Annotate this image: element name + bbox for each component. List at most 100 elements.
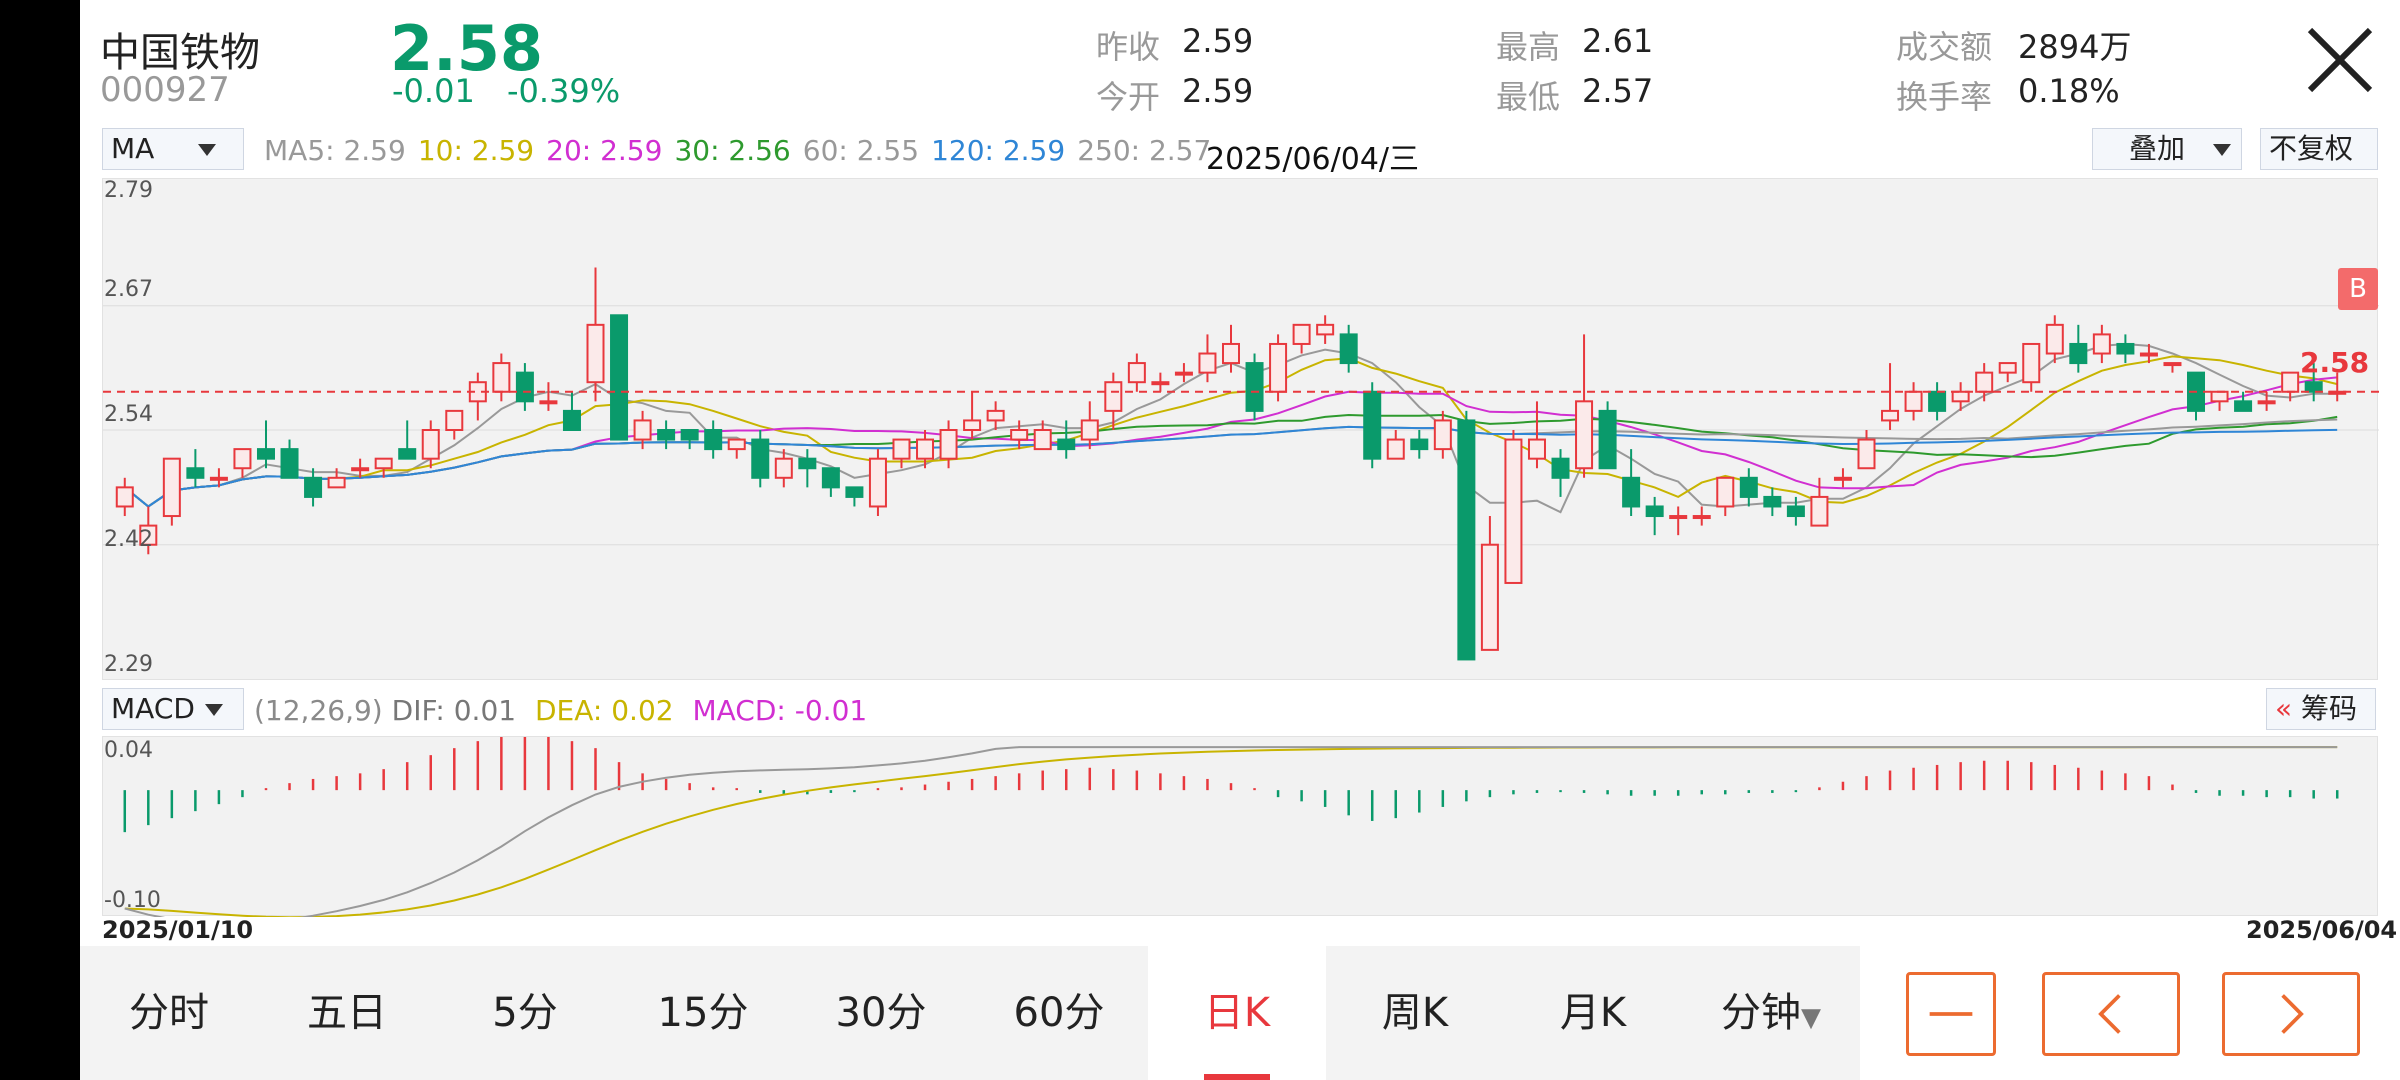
- candle-body: [1763, 495, 1782, 508]
- candle-body: [2304, 381, 2323, 393]
- candle-body: [1198, 352, 1217, 374]
- candle-body: [2069, 342, 2088, 365]
- candle-body: [2328, 390, 2347, 395]
- candle-body: [539, 400, 558, 405]
- price-axis-label: 2.29: [104, 652, 153, 677]
- ma-line-10: [124, 355, 2338, 508]
- candle-body: [1127, 362, 1146, 384]
- kline-chart[interactable]: [102, 178, 2379, 680]
- candle-body: [2092, 333, 2111, 355]
- price-change-pct: -0.39%: [506, 72, 621, 110]
- low-value: 2.57: [1582, 72, 1654, 110]
- candle-body: [139, 524, 158, 546]
- macd-dea: DEA: 0.02: [534, 694, 674, 727]
- price-axis-label: 2.79: [104, 178, 153, 203]
- candle-body: [1080, 419, 1099, 441]
- candle-body: [986, 409, 1005, 422]
- prev-button[interactable]: [2042, 972, 2180, 1056]
- candle-body: [1527, 438, 1546, 460]
- candle-body: [1575, 400, 1594, 470]
- buy-marker[interactable]: B: [2338, 268, 2378, 310]
- tab-weekly-k[interactable]: 周K: [1381, 990, 1449, 1036]
- cursor-date: 2025/06/04/三: [1206, 142, 1420, 177]
- candle-body: [1269, 342, 1288, 393]
- candle-body: [868, 457, 887, 508]
- tab-minute[interactable]: 分钟▼: [1682, 946, 1860, 1080]
- low-label: 最低: [1496, 78, 1561, 116]
- candle-body: [586, 323, 605, 384]
- candle-body: [1410, 438, 1429, 451]
- high-label: 最高: [1496, 28, 1561, 66]
- stock-name: 中国铁物: [100, 30, 260, 76]
- tab-monthly-k[interactable]: 月K: [1559, 990, 1627, 1036]
- macd-selector-label: MACD: [111, 692, 195, 725]
- tab-30min[interactable]: 30分: [835, 990, 927, 1036]
- date-start: 2025/01/10: [102, 916, 254, 944]
- ma-legend-item: 250: 2.57: [1077, 134, 1212, 167]
- candle-body: [1457, 419, 1476, 661]
- tab-15min[interactable]: 15分: [657, 990, 749, 1036]
- close-button[interactable]: [2300, 20, 2380, 100]
- adjust-button[interactable]: 不复权: [2260, 128, 2378, 170]
- current-price-marker: 2.58: [2300, 346, 2370, 379]
- tab-five-day[interactable]: 五日: [307, 990, 387, 1036]
- candle-body: [280, 448, 299, 479]
- candle-body: [351, 467, 370, 472]
- ma-selector[interactable]: MA: [102, 128, 244, 170]
- chevron-right-icon: [2281, 994, 2304, 1034]
- dif-line: [124, 746, 2338, 926]
- candle-body: [445, 409, 464, 432]
- candle-body: [1928, 390, 1947, 412]
- ma-line-60: [124, 418, 2338, 508]
- candle-body: [1881, 409, 1900, 422]
- candle-body: [1975, 371, 1994, 393]
- candle-body: [680, 429, 699, 441]
- candle-body: [421, 429, 440, 460]
- candle-body: [1645, 505, 1664, 518]
- candle-body: [515, 371, 534, 403]
- candle-body: [1669, 515, 1688, 520]
- tab-fenshi[interactable]: 分时: [129, 990, 209, 1036]
- candle-body: [304, 476, 323, 498]
- macd-axis-bottom: -0.10: [104, 888, 161, 913]
- candle-body: [2210, 390, 2229, 403]
- candle-body: [1316, 323, 1335, 336]
- turnover-value: 0.18%: [2018, 72, 2120, 110]
- candle-body: [1504, 438, 1523, 584]
- price-change: -0.01 -0.39%: [392, 72, 620, 110]
- macd-axis-top: 0.04: [104, 738, 153, 763]
- candle-body: [1151, 381, 1170, 386]
- candle-body: [963, 419, 982, 432]
- candle-body: [1245, 362, 1264, 412]
- macd-value: MACD: -0.01: [692, 694, 868, 727]
- candle-body: [939, 429, 958, 460]
- candle-body: [1010, 429, 1029, 441]
- tab-60min[interactable]: 60分: [1013, 990, 1105, 1036]
- next-button[interactable]: [2222, 972, 2360, 1056]
- candle-body: [562, 409, 581, 432]
- candle-body: [327, 476, 346, 489]
- chevron-down-icon: [198, 144, 217, 156]
- open-value: 2.59: [1182, 72, 1254, 110]
- candle-body: [1339, 333, 1358, 365]
- candle-body: [2139, 352, 2158, 357]
- candle-body: [2281, 371, 2300, 393]
- tab-daily-k[interactable]: 日K: [1148, 946, 1326, 1080]
- macd-selector[interactable]: MACD: [102, 688, 244, 730]
- candle-body: [2116, 342, 2135, 355]
- candle-body: [774, 457, 793, 479]
- candle-body: [916, 438, 935, 460]
- macd-chart[interactable]: [102, 727, 2378, 926]
- amount-value: 2894万: [2018, 28, 2132, 66]
- chip-button[interactable]: « 筹码: [2266, 688, 2376, 730]
- minus-icon: [1929, 1012, 1973, 1016]
- candle-body: [633, 419, 652, 441]
- chevron-down-icon: [204, 704, 223, 716]
- overlay-selector[interactable]: 叠加: [2092, 128, 2242, 170]
- candle-body: [1292, 323, 1311, 345]
- candle-body: [845, 486, 864, 498]
- candle-body: [2163, 362, 2182, 367]
- tab-5min[interactable]: 5分: [492, 990, 558, 1036]
- zoom-out-button[interactable]: [1906, 972, 1996, 1056]
- ma-legend-item: 30: 2.56: [674, 134, 791, 167]
